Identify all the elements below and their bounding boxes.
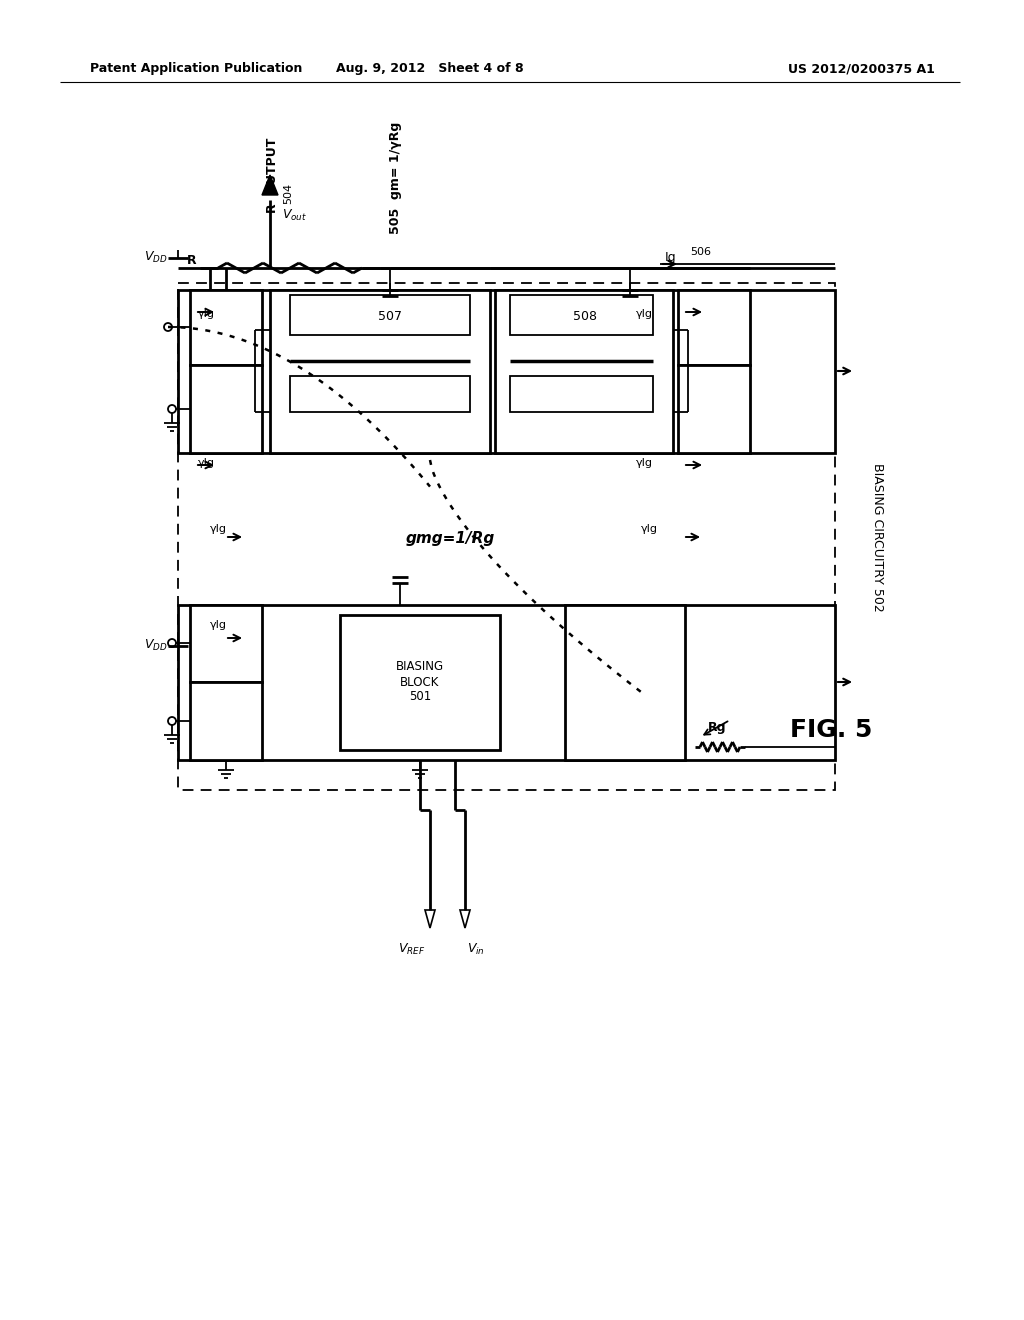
Bar bbox=[340, 615, 500, 750]
Text: BIASING CIRCUITRY 502: BIASING CIRCUITRY 502 bbox=[871, 462, 885, 611]
Text: $V_{out}$: $V_{out}$ bbox=[282, 207, 307, 223]
Text: 504: 504 bbox=[283, 182, 293, 203]
Polygon shape bbox=[460, 909, 470, 928]
Bar bbox=[290, 376, 470, 412]
Text: $V_{DD}$: $V_{DD}$ bbox=[144, 249, 168, 264]
Bar bbox=[178, 290, 835, 453]
Bar bbox=[190, 605, 262, 682]
Text: Patent Application Publication: Patent Application Publication bbox=[90, 62, 302, 75]
Polygon shape bbox=[425, 909, 435, 928]
Text: γIg: γIg bbox=[636, 458, 653, 469]
Bar bbox=[178, 605, 835, 760]
Bar bbox=[678, 290, 750, 366]
Text: Ig: Ig bbox=[665, 252, 677, 264]
Text: gmg=1/Rg: gmg=1/Rg bbox=[406, 532, 495, 546]
Text: US 2012/0200375 A1: US 2012/0200375 A1 bbox=[788, 62, 935, 75]
Bar bbox=[678, 366, 750, 453]
Bar bbox=[190, 682, 262, 760]
Text: R  OUTPUT: R OUTPUT bbox=[266, 137, 280, 213]
Text: FIG. 5: FIG. 5 bbox=[790, 718, 872, 742]
Text: Rg: Rg bbox=[708, 721, 726, 734]
Bar bbox=[290, 294, 470, 335]
Text: γIg: γIg bbox=[210, 620, 227, 630]
Bar bbox=[178, 282, 835, 789]
Polygon shape bbox=[262, 176, 278, 195]
Text: $V_{in}$: $V_{in}$ bbox=[467, 942, 485, 957]
Text: $V_{DD}$: $V_{DD}$ bbox=[144, 638, 168, 652]
Text: γIg: γIg bbox=[636, 309, 653, 319]
Text: γIg: γIg bbox=[210, 524, 227, 535]
Bar bbox=[495, 290, 673, 453]
Text: BIASING
BLOCK
501: BIASING BLOCK 501 bbox=[396, 660, 444, 704]
Text: R: R bbox=[186, 253, 196, 267]
Text: Aug. 9, 2012   Sheet 4 of 8: Aug. 9, 2012 Sheet 4 of 8 bbox=[336, 62, 524, 75]
Text: 505  gm= 1/γRg: 505 gm= 1/γRg bbox=[388, 121, 401, 234]
Text: $V_{REF}$: $V_{REF}$ bbox=[397, 942, 425, 957]
Text: γIg: γIg bbox=[198, 309, 215, 319]
Bar bbox=[270, 290, 490, 453]
Text: γIg: γIg bbox=[198, 458, 215, 469]
Text: γIg: γIg bbox=[641, 524, 658, 535]
Text: 508: 508 bbox=[573, 310, 597, 323]
Text: 506: 506 bbox=[690, 247, 711, 257]
Bar bbox=[190, 290, 262, 366]
Bar bbox=[190, 366, 262, 453]
Bar bbox=[510, 376, 653, 412]
Bar bbox=[510, 294, 653, 335]
Text: 507: 507 bbox=[378, 310, 402, 323]
Bar bbox=[565, 605, 685, 760]
